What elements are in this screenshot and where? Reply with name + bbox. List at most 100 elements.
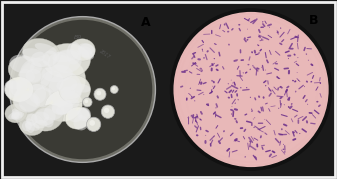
Ellipse shape — [13, 91, 40, 113]
Ellipse shape — [228, 97, 230, 99]
Ellipse shape — [228, 44, 230, 45]
Circle shape — [85, 99, 88, 103]
Ellipse shape — [70, 83, 91, 93]
Ellipse shape — [41, 71, 64, 93]
Ellipse shape — [188, 116, 189, 117]
Circle shape — [87, 117, 101, 131]
Ellipse shape — [33, 87, 52, 107]
Ellipse shape — [19, 69, 35, 82]
Ellipse shape — [73, 115, 89, 130]
Ellipse shape — [253, 127, 255, 128]
Text: A: A — [141, 16, 151, 30]
Ellipse shape — [264, 119, 265, 120]
Circle shape — [101, 105, 115, 118]
Ellipse shape — [258, 52, 260, 54]
Ellipse shape — [291, 103, 293, 105]
Ellipse shape — [4, 80, 21, 98]
Ellipse shape — [205, 135, 206, 136]
Ellipse shape — [213, 81, 215, 83]
Ellipse shape — [213, 136, 214, 137]
Ellipse shape — [249, 141, 250, 142]
Ellipse shape — [288, 58, 289, 59]
Ellipse shape — [65, 107, 90, 129]
Ellipse shape — [19, 93, 38, 112]
Ellipse shape — [59, 75, 90, 104]
Ellipse shape — [269, 27, 270, 28]
Ellipse shape — [11, 110, 23, 120]
Ellipse shape — [237, 59, 238, 60]
Ellipse shape — [254, 117, 255, 118]
Ellipse shape — [5, 80, 24, 90]
Ellipse shape — [231, 80, 232, 81]
Ellipse shape — [191, 96, 192, 98]
Ellipse shape — [56, 78, 78, 92]
Ellipse shape — [49, 71, 82, 107]
Ellipse shape — [68, 110, 83, 122]
Ellipse shape — [263, 96, 265, 99]
Ellipse shape — [23, 38, 60, 68]
Ellipse shape — [8, 112, 20, 119]
Ellipse shape — [190, 88, 191, 89]
Ellipse shape — [26, 69, 42, 83]
Ellipse shape — [194, 62, 196, 64]
Ellipse shape — [52, 100, 73, 115]
Ellipse shape — [201, 69, 203, 72]
Ellipse shape — [284, 151, 286, 153]
Ellipse shape — [251, 110, 253, 112]
Ellipse shape — [25, 122, 40, 131]
Ellipse shape — [297, 72, 298, 73]
Circle shape — [170, 9, 332, 170]
Ellipse shape — [240, 87, 241, 88]
Ellipse shape — [81, 50, 94, 60]
Ellipse shape — [13, 83, 57, 121]
Ellipse shape — [199, 82, 201, 84]
Ellipse shape — [42, 50, 57, 66]
Ellipse shape — [253, 118, 254, 120]
Ellipse shape — [212, 86, 213, 87]
Ellipse shape — [251, 108, 252, 110]
Ellipse shape — [293, 132, 295, 133]
Ellipse shape — [193, 97, 194, 98]
Circle shape — [10, 17, 155, 162]
Ellipse shape — [60, 86, 75, 97]
Circle shape — [83, 97, 92, 107]
Ellipse shape — [30, 62, 42, 74]
Ellipse shape — [35, 43, 57, 54]
Circle shape — [13, 20, 152, 159]
Ellipse shape — [77, 108, 91, 121]
Ellipse shape — [306, 53, 307, 55]
Ellipse shape — [17, 78, 28, 92]
Ellipse shape — [238, 24, 240, 26]
Ellipse shape — [294, 54, 296, 56]
Ellipse shape — [265, 70, 266, 71]
Ellipse shape — [70, 39, 95, 61]
Ellipse shape — [16, 54, 86, 109]
Ellipse shape — [298, 80, 299, 81]
Ellipse shape — [250, 97, 251, 98]
Ellipse shape — [238, 99, 239, 100]
Ellipse shape — [224, 23, 225, 26]
Ellipse shape — [187, 117, 189, 118]
Ellipse shape — [203, 94, 204, 95]
Ellipse shape — [202, 49, 203, 50]
Ellipse shape — [214, 58, 215, 59]
Ellipse shape — [279, 86, 281, 88]
Ellipse shape — [259, 36, 261, 38]
Ellipse shape — [283, 144, 284, 145]
Ellipse shape — [281, 128, 283, 130]
Ellipse shape — [211, 80, 213, 82]
Circle shape — [174, 12, 329, 167]
Circle shape — [112, 87, 115, 90]
Ellipse shape — [9, 55, 35, 73]
Ellipse shape — [252, 65, 253, 66]
Ellipse shape — [43, 117, 54, 127]
Ellipse shape — [292, 80, 294, 81]
Ellipse shape — [25, 118, 35, 133]
Ellipse shape — [288, 106, 290, 108]
Ellipse shape — [194, 100, 195, 101]
Ellipse shape — [189, 71, 190, 72]
Ellipse shape — [53, 49, 80, 62]
Ellipse shape — [77, 46, 92, 58]
Ellipse shape — [22, 120, 32, 131]
Ellipse shape — [304, 86, 305, 87]
